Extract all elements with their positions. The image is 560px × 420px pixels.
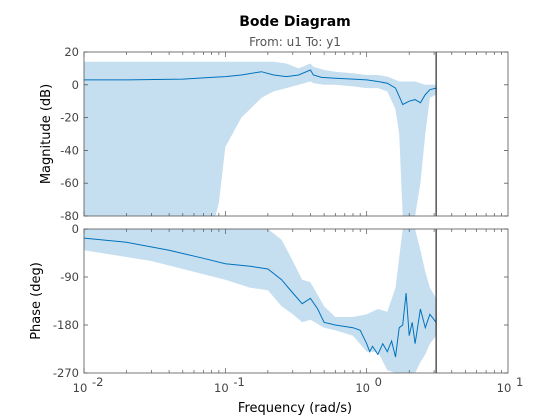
chart-subtitle: From: u1 To: y1 <box>249 35 341 49</box>
phase-ytick-label: -90 <box>60 270 79 284</box>
magnitude-axes-box <box>83 51 509 217</box>
magnitude-ytick-label: -20 <box>60 111 79 125</box>
phase-ylabel: Phase (deg) <box>29 262 44 340</box>
magnitude-ylabel: Magnitude (dB) <box>39 84 54 184</box>
magnitude-ytick-label: -80 <box>60 209 79 223</box>
chart-title: Bode Diagram <box>239 14 351 30</box>
xtick-label: 10 <box>73 381 88 395</box>
phase-ytick-label: -270 <box>53 366 79 380</box>
xtick-label: 10 <box>355 381 370 395</box>
phase-axes-box <box>83 228 509 374</box>
magnitude-ytick-label: -60 <box>60 176 79 190</box>
magnitude-ytick-label: 0 <box>72 78 79 92</box>
magnitude-ytick-label: -40 <box>60 143 79 157</box>
phase-ytick-label: 0 <box>72 222 79 236</box>
xtick-label-exponent: -2 <box>92 375 103 389</box>
phase-ytick-label: -180 <box>53 318 79 332</box>
magnitude-confidence-band <box>84 61 437 216</box>
xtick-label: 10 <box>497 381 512 395</box>
xtick-label-exponent: -1 <box>233 375 244 389</box>
phase-confidence-band <box>84 229 437 373</box>
xtick-label-exponent: 1 <box>516 375 523 389</box>
magnitude-ytick-label: 20 <box>64 45 79 59</box>
magnitude-response-line <box>84 69 437 106</box>
phase-panel: 0-90-180-270 Phase (deg) 10 -2 10 -1 10 0 10 1 … <box>29 222 523 416</box>
phase-response-line <box>84 237 437 358</box>
xtick-label-exponent: 0 <box>375 375 382 389</box>
xtick-label: 10 <box>214 381 229 395</box>
magnitude-panel: 20 0 -20 -40 -60 -80 Magnitude (dB) <box>39 45 509 223</box>
frequency-xlabel: Frequency (rad/s) <box>238 401 352 416</box>
